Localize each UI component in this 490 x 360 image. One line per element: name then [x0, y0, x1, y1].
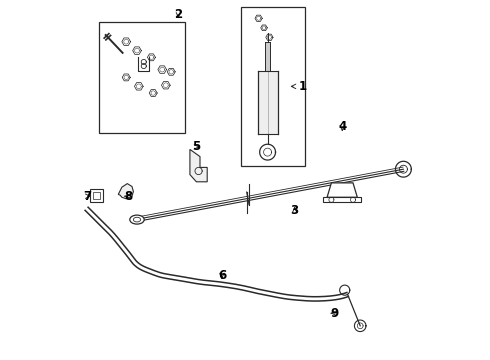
Text: 5: 5 — [192, 140, 200, 153]
Text: 1: 1 — [292, 80, 307, 93]
Bar — [241, 7, 305, 166]
Bar — [99, 22, 185, 133]
Text: 4: 4 — [338, 120, 346, 133]
Bar — [323, 197, 361, 202]
Polygon shape — [190, 149, 207, 182]
Text: 8: 8 — [124, 190, 132, 203]
Text: 9: 9 — [330, 307, 339, 320]
Bar — [258, 71, 278, 134]
Bar — [93, 192, 100, 199]
Text: 6: 6 — [218, 269, 226, 282]
Text: 2: 2 — [174, 8, 182, 21]
Ellipse shape — [130, 215, 144, 224]
Text: 7: 7 — [83, 190, 91, 203]
Bar — [265, 42, 270, 71]
Polygon shape — [327, 183, 357, 197]
Ellipse shape — [133, 217, 141, 222]
Text: 3: 3 — [291, 204, 299, 217]
Bar — [90, 189, 103, 202]
Polygon shape — [118, 184, 133, 199]
